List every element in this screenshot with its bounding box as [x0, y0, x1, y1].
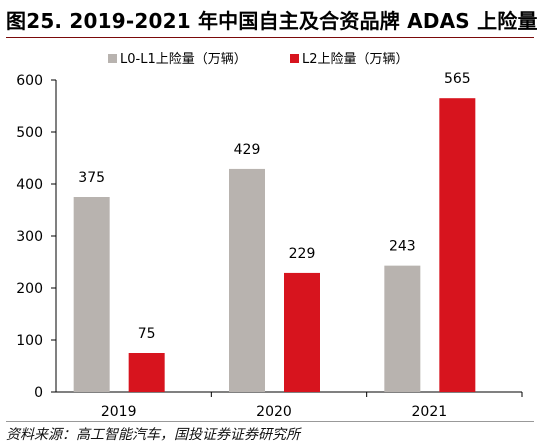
- data-label: 229: [289, 246, 316, 262]
- title-divider: [6, 37, 534, 38]
- y-tick-label: 400: [16, 177, 43, 193]
- source-note: 资料来源：高工智能汽车，国投证券证券研究所: [6, 427, 300, 443]
- x-tick-label: 2020: [256, 404, 292, 420]
- legend-swatch-0: [108, 54, 117, 63]
- legend: L0-L1上险量（万辆） L2上险量（万辆）: [108, 52, 409, 67]
- legend-label-0: L0-L1上险量（万辆）: [120, 52, 247, 67]
- y-tick-label: 100: [16, 333, 43, 349]
- bar-l0-l1-2020: [229, 168, 265, 392]
- y-tick-label: 200: [16, 281, 43, 297]
- bars: [73, 98, 476, 392]
- data-labels: 375 75 429 229 243 565: [78, 71, 470, 342]
- y-tick-label: 500: [16, 125, 43, 141]
- data-label: 565: [444, 71, 471, 87]
- legend-swatch-1: [290, 54, 299, 63]
- bar-l0-l1-2019: [73, 197, 110, 392]
- x-tick-label: 2019: [101, 404, 137, 420]
- data-label: 429: [234, 142, 261, 158]
- bar-l0-l1-2021: [384, 265, 421, 392]
- data-label: 75: [138, 326, 156, 342]
- bar-l2-2020: [284, 272, 320, 392]
- x-tick-label: 2021: [412, 404, 448, 420]
- bar-l2-2019: [128, 353, 165, 392]
- bar-l2-2021: [439, 98, 476, 392]
- y-tick-label: 0: [34, 385, 43, 401]
- bottom-divider: [6, 421, 534, 422]
- data-label: 243: [389, 239, 416, 255]
- figure-title: 图25. 2019-2021 年中国自主及合资品牌 ADAS 上险量: [6, 9, 538, 33]
- legend-label-1: L2上险量（万辆）: [302, 52, 409, 67]
- y-tick-label: 300: [16, 229, 43, 245]
- data-label: 375: [78, 170, 105, 186]
- y-tick-label: 600: [16, 73, 43, 89]
